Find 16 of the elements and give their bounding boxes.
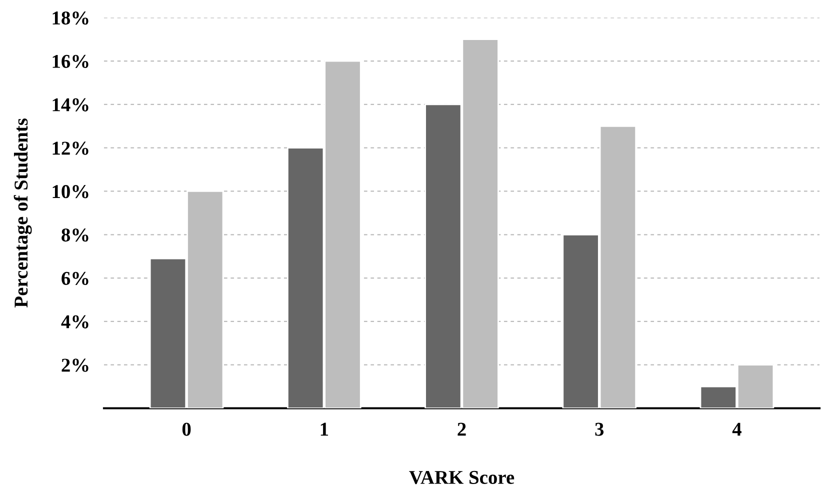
x-tick-label: 1 xyxy=(320,422,328,436)
x-tick-label: 3 xyxy=(595,422,604,436)
y-tick-label: 6% xyxy=(62,272,88,286)
x-axis-title: VARK Score xyxy=(409,470,514,484)
y-tick-label: 16% xyxy=(52,54,88,68)
y-tick-label: 2% xyxy=(62,358,88,372)
y-tick-label: 10% xyxy=(52,185,88,198)
y-tick-label: 14% xyxy=(52,98,88,112)
x-tick-label: 2 xyxy=(458,422,466,436)
y-tick-label: 4% xyxy=(61,315,88,328)
x-tick-label: 4 xyxy=(732,422,742,436)
y-tick-label: 12% xyxy=(52,142,88,155)
x-tick-label: 0 xyxy=(182,422,191,436)
y-tick-label: 18% xyxy=(52,11,88,25)
y-tick-label: 8% xyxy=(62,228,88,242)
y-axis-title: Percentage of Students xyxy=(14,118,32,308)
